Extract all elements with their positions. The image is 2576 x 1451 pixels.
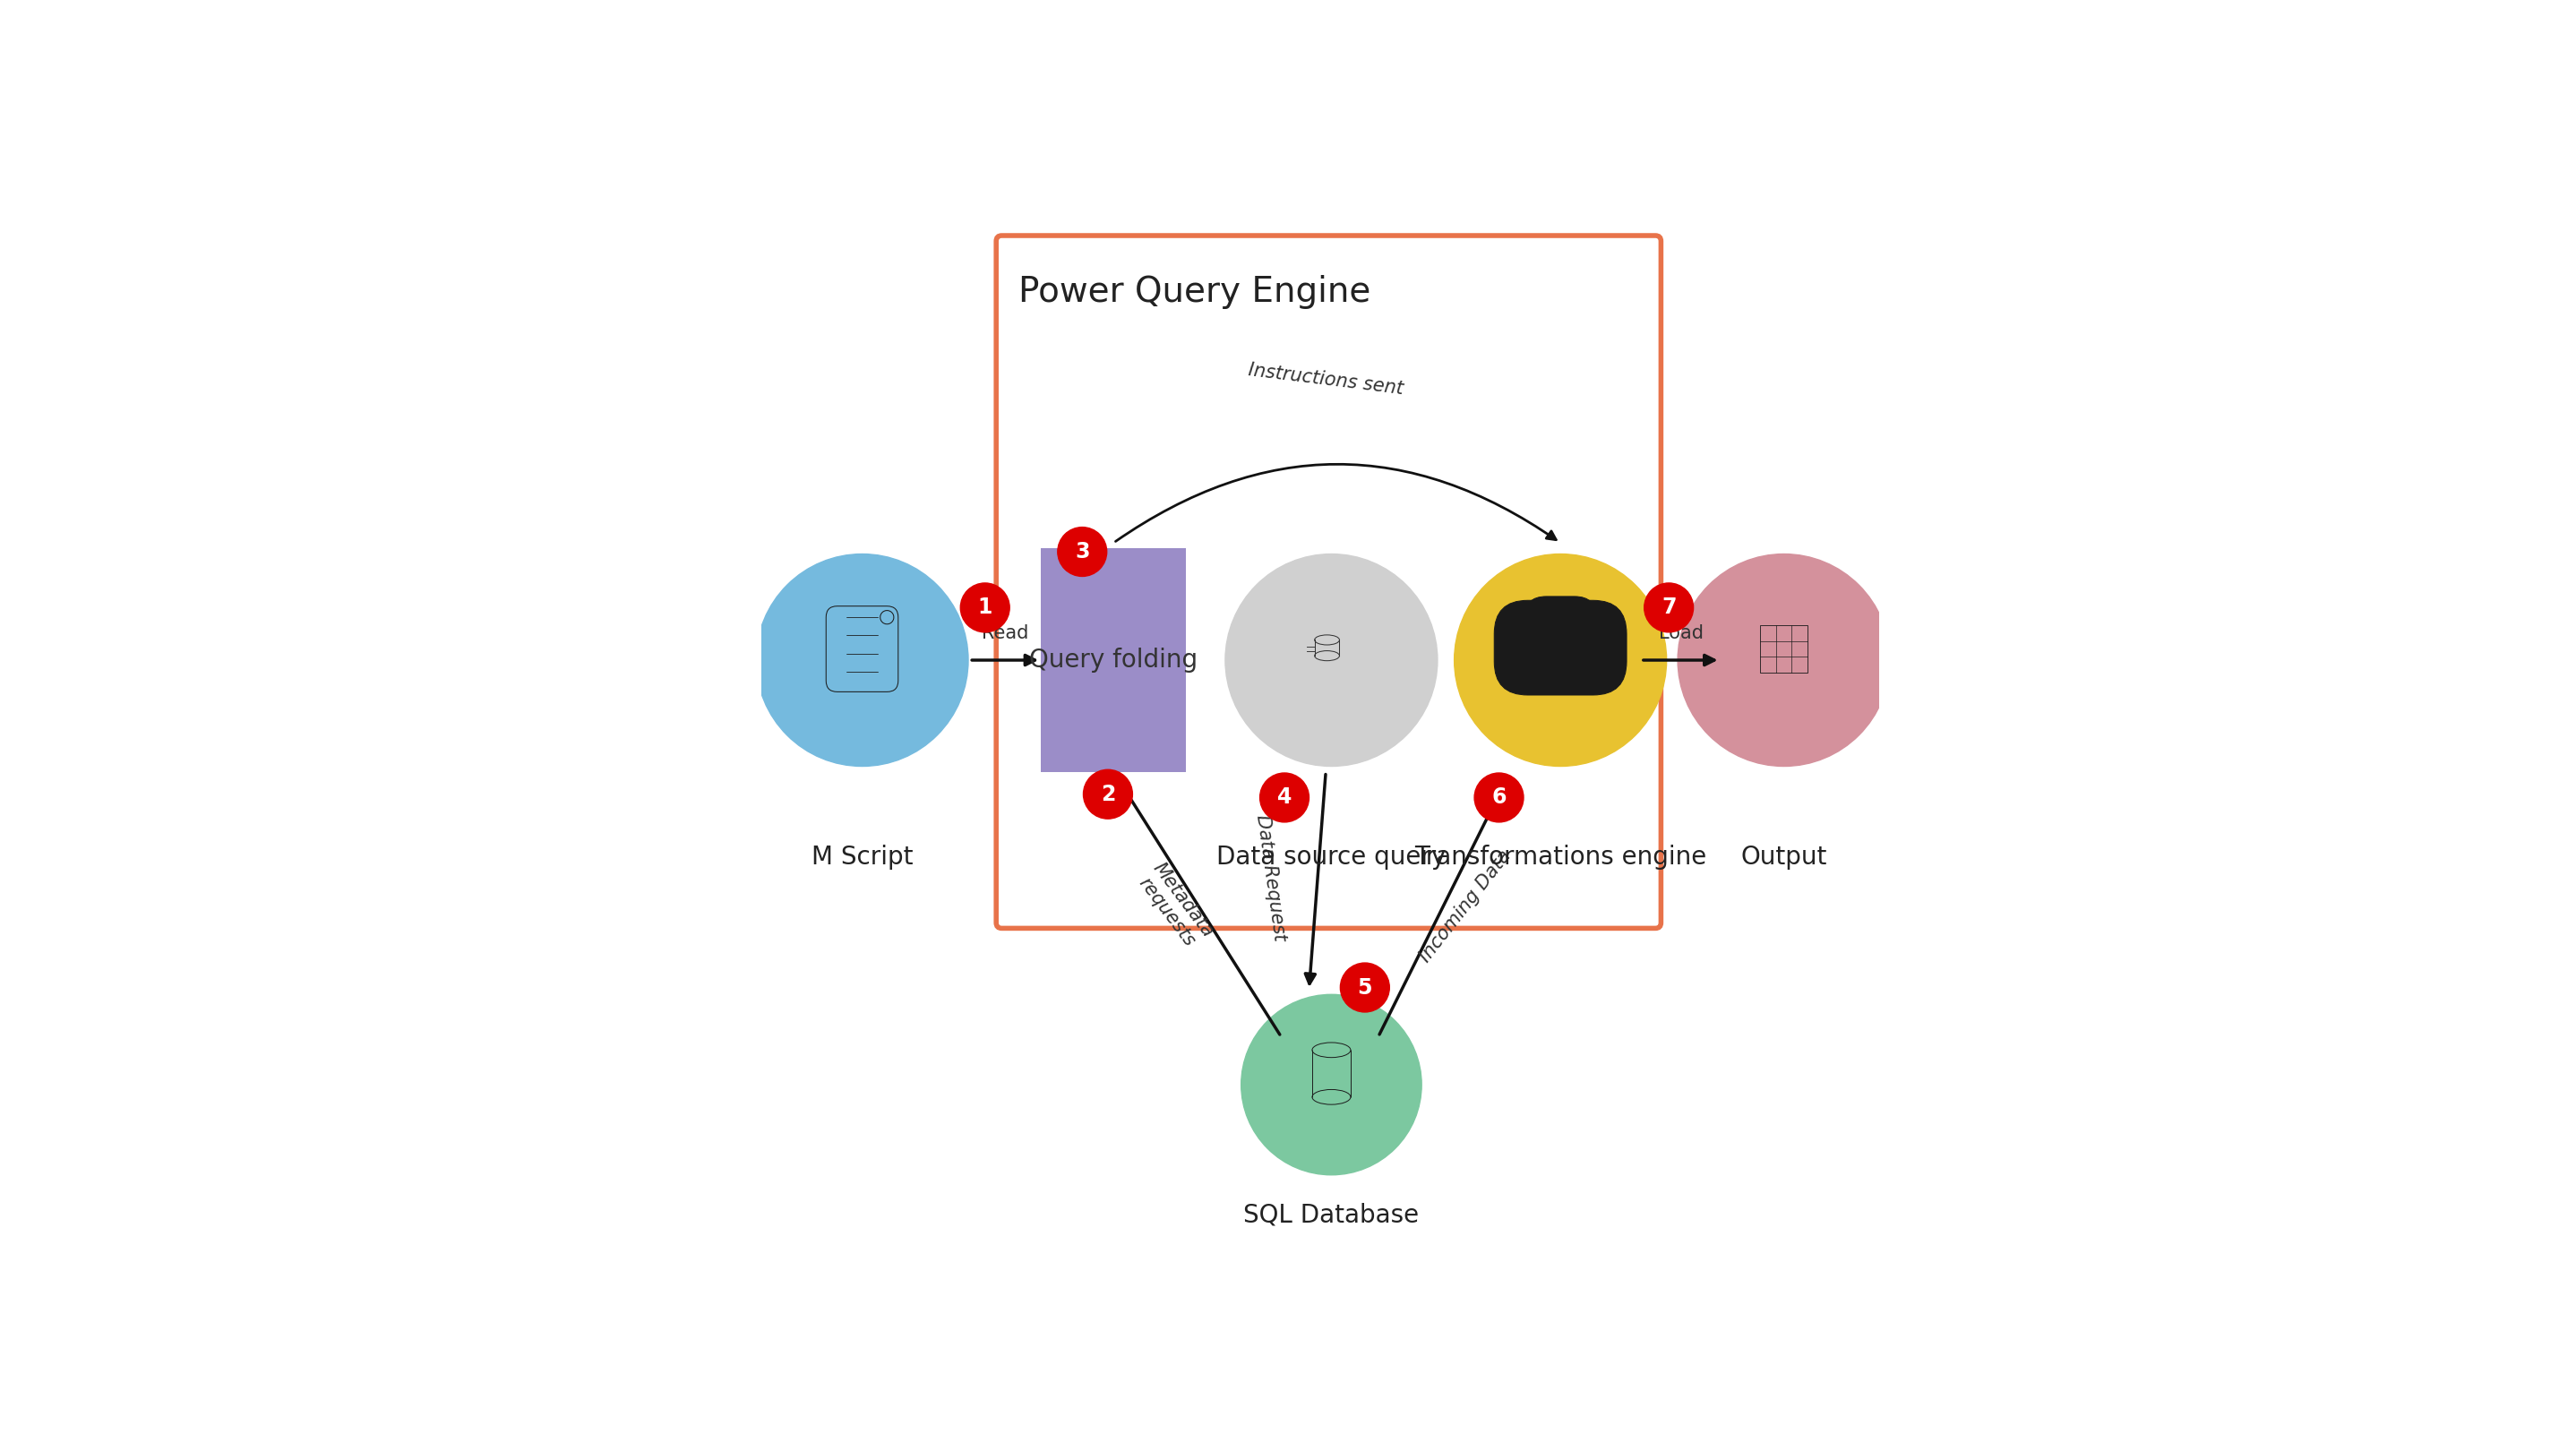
Text: Instructions sent: Instructions sent (1247, 361, 1404, 398)
Text: 2: 2 (1100, 784, 1115, 805)
Circle shape (1535, 663, 1546, 673)
Text: 3: 3 (1074, 541, 1090, 563)
Circle shape (1226, 554, 1437, 766)
Circle shape (1059, 527, 1108, 576)
Bar (1311, 1051, 1350, 1097)
Circle shape (1473, 773, 1522, 823)
Circle shape (1260, 773, 1309, 823)
Text: Data source query: Data source query (1216, 844, 1445, 869)
Text: Metadata
requests: Metadata requests (1133, 859, 1216, 953)
Circle shape (1340, 963, 1388, 1013)
Circle shape (1574, 663, 1584, 673)
FancyBboxPatch shape (1494, 601, 1625, 695)
Text: M Script: M Script (811, 844, 912, 869)
Circle shape (1556, 663, 1566, 673)
Circle shape (1677, 554, 1891, 766)
FancyBboxPatch shape (1525, 596, 1597, 656)
Text: Data Request: Data Request (1255, 814, 1288, 942)
Circle shape (1242, 994, 1422, 1175)
Bar (1759, 625, 1808, 672)
Text: Output: Output (1741, 844, 1826, 869)
Circle shape (961, 583, 1010, 633)
Text: Power Query Engine: Power Query Engine (1018, 274, 1370, 309)
Text: 5: 5 (1358, 977, 1373, 998)
Text: 7: 7 (1662, 596, 1677, 618)
Text: 4: 4 (1278, 786, 1291, 808)
FancyBboxPatch shape (1041, 548, 1185, 772)
Text: Transformations engine: Transformations engine (1414, 844, 1705, 869)
Circle shape (1455, 554, 1667, 766)
Circle shape (1084, 769, 1133, 818)
Text: Incoming Data: Incoming Data (1417, 846, 1515, 965)
Text: Load: Load (1659, 624, 1703, 643)
Text: SQL Database: SQL Database (1244, 1203, 1419, 1228)
Circle shape (1643, 583, 1692, 633)
Circle shape (755, 554, 969, 766)
Text: Read: Read (981, 624, 1028, 643)
Text: Query folding: Query folding (1030, 647, 1198, 673)
Text: 6: 6 (1492, 786, 1507, 808)
Text: 1: 1 (979, 596, 992, 618)
